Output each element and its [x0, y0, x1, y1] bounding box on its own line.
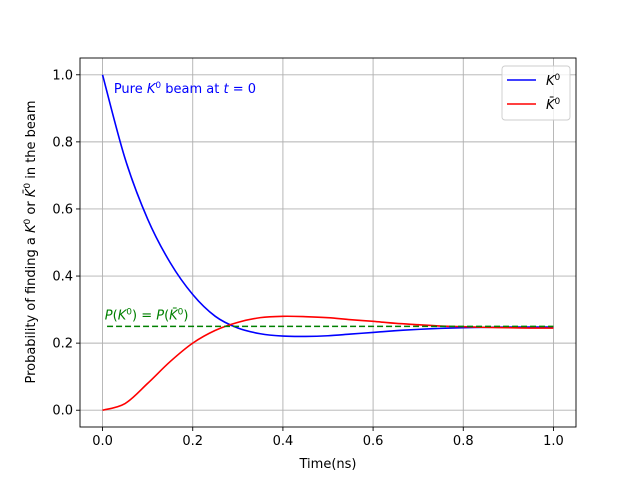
y-axis-label-part: K [24, 223, 39, 233]
annotation-equal-probability: P(K0) = P(K̄0) [105, 308, 189, 324]
x-tick-label: 0.8 [453, 434, 474, 449]
y-axis-label-part: K̄ [24, 187, 39, 197]
x-tick-label: 0.6 [363, 434, 384, 449]
y-axis-label-part: 0 [23, 218, 33, 224]
legend-label-k0bar: K̄0 [546, 97, 561, 113]
series-line-k0 [101, 74, 554, 338]
y-tick-label: 0.6 [52, 202, 73, 217]
y-axis-label-part: or [24, 197, 39, 219]
y-axis-label: Probability of finding a K0 or K̄0 in th… [23, 100, 39, 383]
y-tick-label: 0.8 [52, 135, 73, 150]
x-axis-label: Time(ns) [299, 457, 357, 472]
series-line-k0bar [102, 315, 554, 412]
annotation-pure-beam: Pure K0 beam at t = 0 [114, 81, 256, 97]
plot-frame [79, 57, 577, 428]
x-tick-label: 1.0 [543, 434, 564, 449]
y-tick-label: 0.0 [52, 404, 73, 419]
x-tick-label: 0.0 [92, 434, 113, 449]
y-axis-label-part: in the beam [24, 100, 39, 182]
x-tick-label: 0.4 [273, 434, 294, 449]
series-layer [101, 74, 554, 412]
legend-label-k0: K0 [546, 73, 561, 89]
y-tick-label: 0.2 [52, 337, 73, 352]
y-tick-label: 0.4 [52, 270, 73, 285]
y-axis-label-part: 0 [23, 183, 33, 189]
y-axis-label-part: Probability of finding a [24, 233, 39, 384]
axis-ticks: 0.0 0.2 0.4 0.6 0.8 1.0 0.0 0.2 0.4 0.6 0.8 1.0 [52, 68, 563, 449]
x-tick-label: 0.2 [182, 434, 203, 449]
legend: K0 K̄0 [501, 65, 571, 121]
annotations: Pure K0 beam at t = 0 P(K0) = P(K̄0) [105, 81, 256, 323]
y-tick-label: 1.0 [52, 68, 73, 83]
